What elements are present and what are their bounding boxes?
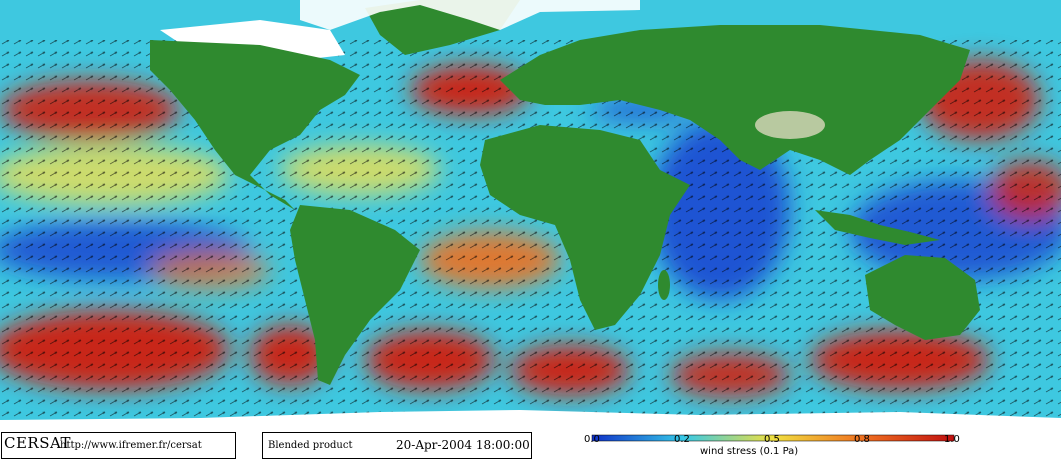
product-box	[262, 432, 532, 459]
legend-tick-2: 0.5	[764, 434, 780, 445]
indonesia	[815, 210, 940, 245]
south-america	[290, 205, 420, 385]
brand-box	[1, 432, 236, 459]
cersat-brand: CERSAT	[4, 434, 72, 452]
legend-tick-1: 0.2	[674, 434, 690, 445]
legend-tick-4: 1.0	[944, 434, 960, 445]
madagascar	[658, 270, 670, 300]
arctic-ice	[300, 0, 640, 30]
land-masses	[0, 0, 1061, 432]
legend-title: wind stress (0.1 Pa)	[700, 446, 799, 457]
wind-stress-map	[0, 0, 1061, 432]
legend-tick-3: 0.8	[854, 434, 870, 445]
africa	[480, 125, 690, 330]
australia	[865, 255, 980, 340]
north-america	[150, 40, 360, 210]
tibet-plateau	[755, 111, 825, 139]
timestamp: 20-Apr-2004 18:00:00	[396, 438, 530, 452]
legend-gradient	[591, 434, 955, 442]
color-legend	[540, 432, 1061, 462]
cersat-url-link[interactable]: http://www.ifremer.fr/cersat	[60, 440, 202, 451]
antarctica	[0, 410, 1061, 432]
product-label: Blended product	[268, 440, 353, 451]
legend-tick-0: 0.0	[584, 434, 600, 445]
eurasia	[500, 25, 970, 175]
